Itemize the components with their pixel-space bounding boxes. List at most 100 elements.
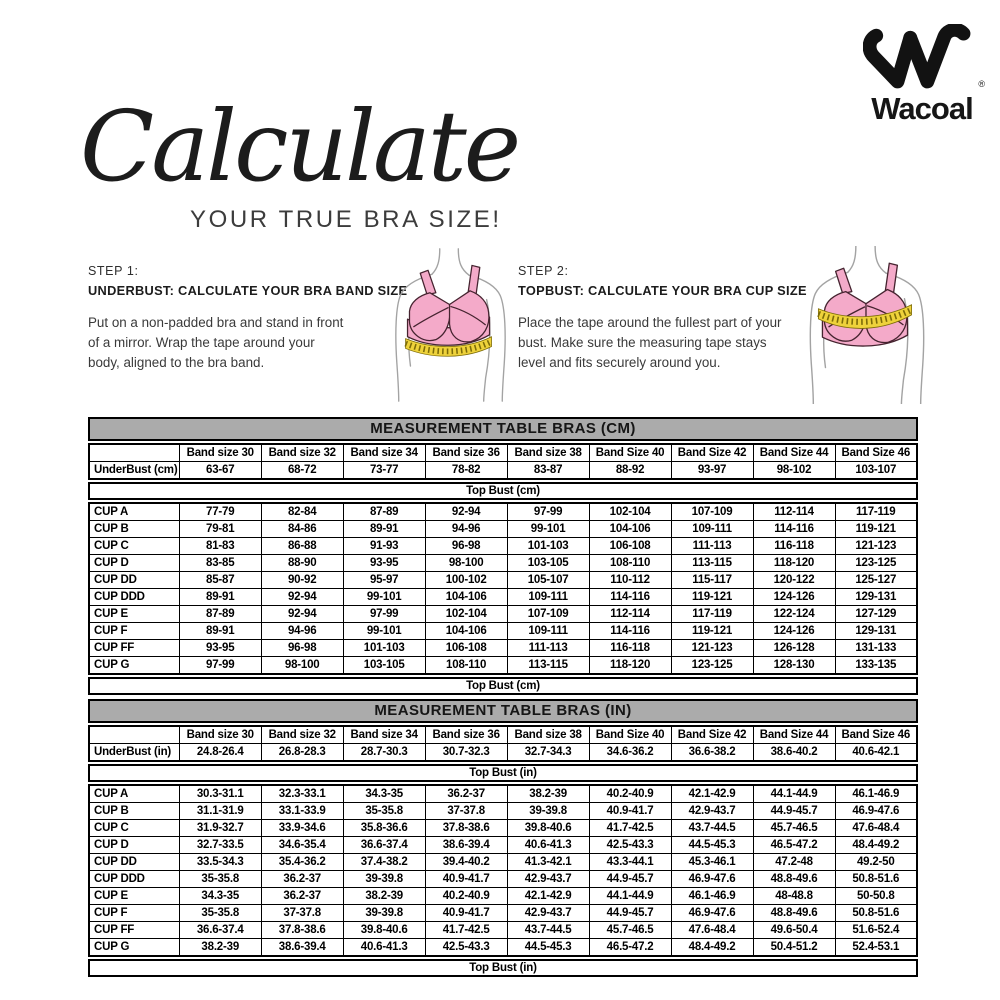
band-size-header-cell: Band size 38 xyxy=(506,443,590,462)
cup-value-cell: 117-119 xyxy=(670,605,754,623)
cup-value-cell: 122-124 xyxy=(752,605,836,623)
cup-value-cell: 82-84 xyxy=(260,502,344,521)
cup-value-cell: 118-120 xyxy=(588,656,672,675)
underbust-value-cell: 28.7-30.3 xyxy=(342,743,426,762)
underbust-value-cell: 40.6-42.1 xyxy=(834,743,918,762)
size-grid: Band size 30 Band size 32 Band size 34 Band… xyxy=(88,443,918,480)
cup-label: CUP FF xyxy=(88,639,180,657)
cup-value-cell: 87-89 xyxy=(342,502,426,521)
cup-value-cell: 102-104 xyxy=(588,502,672,521)
cup-value-cell: 40.2-40.9 xyxy=(424,887,508,905)
cup-value-cell: 37.4-38.2 xyxy=(342,853,426,871)
step-1-block: STEP 1: UNDERBUST: CALCULATE YOUR BRA BA… xyxy=(88,264,418,373)
cup-value-cell: 42.9-43.7 xyxy=(670,802,754,820)
cup-value-cell: 40.9-41.7 xyxy=(588,802,672,820)
cup-value-cell: 42.9-43.7 xyxy=(506,870,590,888)
cup-label: CUP A xyxy=(88,784,180,803)
cup-value-cell: 48-48.8 xyxy=(752,887,836,905)
underbust-row: UnderBust (in) 24.8-26.4 26.8-28.3 28.7-30.… xyxy=(88,743,918,762)
cup-label: CUP C xyxy=(88,537,180,555)
cup-value-cell: 48.8-49.6 xyxy=(752,870,836,888)
cup-value-cell: 35-35.8 xyxy=(178,870,262,888)
cup-value-cell: 35-35.8 xyxy=(342,802,426,820)
cup-value-cell: 92-94 xyxy=(424,502,508,521)
cup-value-cell: 50-50.8 xyxy=(834,887,918,905)
step-2-body: Place the tape around the fullest part o… xyxy=(518,315,782,371)
cup-value-cell: 87-89 xyxy=(178,605,262,623)
underbust-value-cell: 93-97 xyxy=(670,461,754,480)
cup-value-cell: 46.5-47.2 xyxy=(588,938,672,957)
band-size-header-row: Band size 30 Band size 32 Band size 34 Band… xyxy=(88,443,918,462)
cup-value-cell: 37.8-38.6 xyxy=(424,819,508,837)
cup-value-cell: 96-98 xyxy=(424,537,508,555)
cup-value-cell: 89-91 xyxy=(178,588,262,606)
cup-value-cell: 39-39.8 xyxy=(342,904,426,922)
cup-value-cell: 35.8-36.6 xyxy=(342,819,426,837)
underbust-value-cell: 73-77 xyxy=(342,461,426,480)
cup-value-cell: 41.7-42.5 xyxy=(588,819,672,837)
cup-value-cell: 47.6-48.4 xyxy=(834,819,918,837)
cup-value-cell: 40.6-41.3 xyxy=(342,938,426,957)
cup-value-cell: 49.6-50.4 xyxy=(752,921,836,939)
cup-value-cell: 81-83 xyxy=(178,537,262,555)
cup-label: CUP DD xyxy=(88,571,180,589)
cup-value-cell: 44.9-45.7 xyxy=(588,904,672,922)
step-1-body: Put on a non-padded bra and stand in fro… xyxy=(88,315,344,371)
cup-value-cell: 43.3-44.1 xyxy=(588,853,672,871)
cup-value-cell: 36.6-37.4 xyxy=(342,836,426,854)
underbust-value-cell: 63-67 xyxy=(178,461,262,480)
brand-logo: ® Wacoal xyxy=(858,22,986,127)
cup-label: CUP FF xyxy=(88,921,180,939)
band-size-header-cell: Band Size 40 xyxy=(588,725,672,744)
underbust-value-cell: 83-87 xyxy=(506,461,590,480)
page-subtitle: YOUR TRUE BRA SIZE! xyxy=(190,206,502,233)
cup-value-cell: 121-123 xyxy=(670,639,754,657)
cup-value-cell: 106-108 xyxy=(424,639,508,657)
cup-value-cell: 92-94 xyxy=(260,605,344,623)
cup-value-cell: 124-126 xyxy=(752,622,836,640)
cup-value-cell: 131-133 xyxy=(834,639,918,657)
cup-value-cell: 120-122 xyxy=(752,571,836,589)
cup-row: CUP D 83-85 88-90 93-95 98-100 103-105 108-110… xyxy=(88,554,918,572)
cup-value-cell: 107-109 xyxy=(670,502,754,521)
cup-value-cell: 46.9-47.6 xyxy=(670,904,754,922)
cup-value-cell: 114-116 xyxy=(588,622,672,640)
cup-value-cell: 112-114 xyxy=(752,502,836,521)
cup-value-cell: 44.5-45.3 xyxy=(506,938,590,957)
table-title: MEASUREMENT TABLE BRAS (IN) xyxy=(88,699,918,723)
cup-row: CUP DD 85-87 90-92 95-97 100-102 105-107 110-1… xyxy=(88,571,918,589)
measurement-table-in: MEASUREMENT TABLE BRAS (IN) Band size 30 B… xyxy=(88,699,918,979)
cup-value-cell: 113-115 xyxy=(670,554,754,572)
cup-row: CUP C 81-83 86-88 91-93 96-98 101-103 106-108 1… xyxy=(88,537,918,555)
cup-value-cell: 119-121 xyxy=(670,622,754,640)
cup-value-cell: 108-110 xyxy=(424,656,508,675)
brand-wordmark: Wacoal xyxy=(871,91,973,126)
band-size-header-cell: Band size 38 xyxy=(506,725,590,744)
underbust-value-cell: 98-102 xyxy=(752,461,836,480)
cup-value-cell: 38.2-39 xyxy=(178,938,262,957)
cup-value-cell: 36.2-37 xyxy=(424,784,508,803)
cup-value-cell: 117-119 xyxy=(834,502,918,521)
cup-value-cell: 124-126 xyxy=(752,588,836,606)
cup-value-cell: 45.7-46.5 xyxy=(588,921,672,939)
cup-value-cell: 123-125 xyxy=(670,656,754,675)
cup-value-cell: 39-39.8 xyxy=(342,870,426,888)
cup-value-cell: 108-110 xyxy=(588,554,672,572)
step-1-heading: UNDERBUST: CALCULATE YOUR BRA BAND SIZE xyxy=(88,283,408,298)
cup-value-cell: 133-135 xyxy=(834,656,918,675)
cup-value-cell: 34.6-35.4 xyxy=(260,836,344,854)
cup-value-cell: 94-96 xyxy=(260,622,344,640)
cup-value-cell: 40.9-41.7 xyxy=(424,870,508,888)
cup-label: CUP D xyxy=(88,836,180,854)
cup-value-cell: 44.1-44.9 xyxy=(752,784,836,803)
cup-value-cell: 91-93 xyxy=(342,537,426,555)
cup-value-cell: 97-99 xyxy=(178,656,262,675)
cup-row: CUP F 89-91 94-96 99-101 104-106 109-111 114-1… xyxy=(88,622,918,640)
cup-value-cell: 35.4-36.2 xyxy=(260,853,344,871)
cup-value-cell: 101-103 xyxy=(342,639,426,657)
cup-value-cell: 51.6-52.4 xyxy=(834,921,918,939)
cup-value-cell: 77-79 xyxy=(178,502,262,521)
cup-value-cell: 44.5-45.3 xyxy=(670,836,754,854)
cup-value-cell: 102-104 xyxy=(424,605,508,623)
cup-value-cell: 31.1-31.9 xyxy=(178,802,262,820)
